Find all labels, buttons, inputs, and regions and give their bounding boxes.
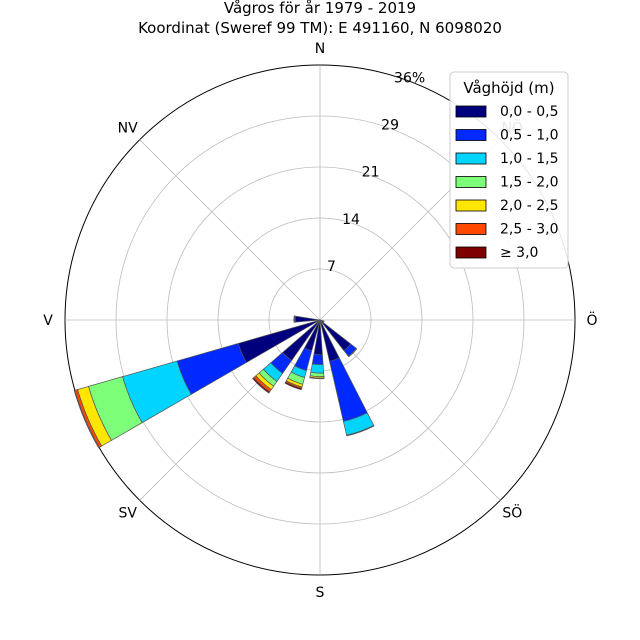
legend-box xyxy=(449,71,569,269)
rose-segment xyxy=(329,357,368,422)
direction-label: SÖ xyxy=(502,503,522,521)
rose-segment xyxy=(73,389,100,449)
legend-label: 2,5 - 3,0 xyxy=(500,222,558,238)
wind-rose-sectors xyxy=(73,315,375,449)
rose-segment xyxy=(309,376,325,380)
rose-segment xyxy=(347,347,358,358)
rose-segment xyxy=(322,320,325,323)
direction-label: V xyxy=(43,313,53,329)
rose-segment xyxy=(346,424,375,437)
rose-segment xyxy=(311,353,324,365)
radial-tick-label: 36% xyxy=(394,70,425,86)
legend-swatch xyxy=(455,199,487,212)
rose-segment xyxy=(293,315,296,323)
legend-swatch xyxy=(455,223,487,235)
legend-swatch xyxy=(455,129,487,141)
legend-label: 0,5 - 1,0 xyxy=(500,128,558,144)
rose-segment xyxy=(284,381,303,391)
radial-tick-label: 14 xyxy=(342,212,360,228)
rose-segment xyxy=(252,377,271,394)
legend-swatch xyxy=(455,246,487,259)
rose-segment xyxy=(310,363,325,374)
legend-swatch xyxy=(455,176,487,188)
legend-label: 2,0 - 2,5 xyxy=(500,198,558,214)
legend-label: 1,0 - 1,5 xyxy=(500,151,558,167)
polar-grid xyxy=(64,64,576,576)
legend-label: 0,0 - 0,5 xyxy=(500,104,558,120)
direction-label: N xyxy=(315,41,325,57)
radial-tick-label: 7 xyxy=(327,259,336,275)
grid-spoke xyxy=(139,139,321,321)
direction-label: SV xyxy=(118,505,137,521)
legend-swatch xyxy=(455,152,487,165)
radial-tick-label: 29 xyxy=(381,118,399,134)
direction-label: Ö xyxy=(586,311,597,329)
radial-tick-label: 21 xyxy=(362,165,380,181)
legend-label: 1,5 - 2,0 xyxy=(500,175,558,191)
legend-label: ≥ 3,0 xyxy=(500,245,538,261)
legend: Våghöjd (m) 0,0 - 0,5 0,5 - 1,0 1,0 - 1,5 1,… xyxy=(449,71,569,269)
direction-label: NV xyxy=(118,121,138,137)
legend-title: Våghöjd (m) xyxy=(463,79,554,97)
legend-swatch xyxy=(455,105,487,118)
radial-tick-labels: 7 14 21 29 36% xyxy=(327,70,425,275)
direction-label: S xyxy=(316,585,325,601)
chart-subtitle: Koordinat (Sweref 99 TM): E 491160, N 60… xyxy=(138,19,502,37)
chart-title: Vågros för år 1979 - 2019 xyxy=(224,0,416,17)
